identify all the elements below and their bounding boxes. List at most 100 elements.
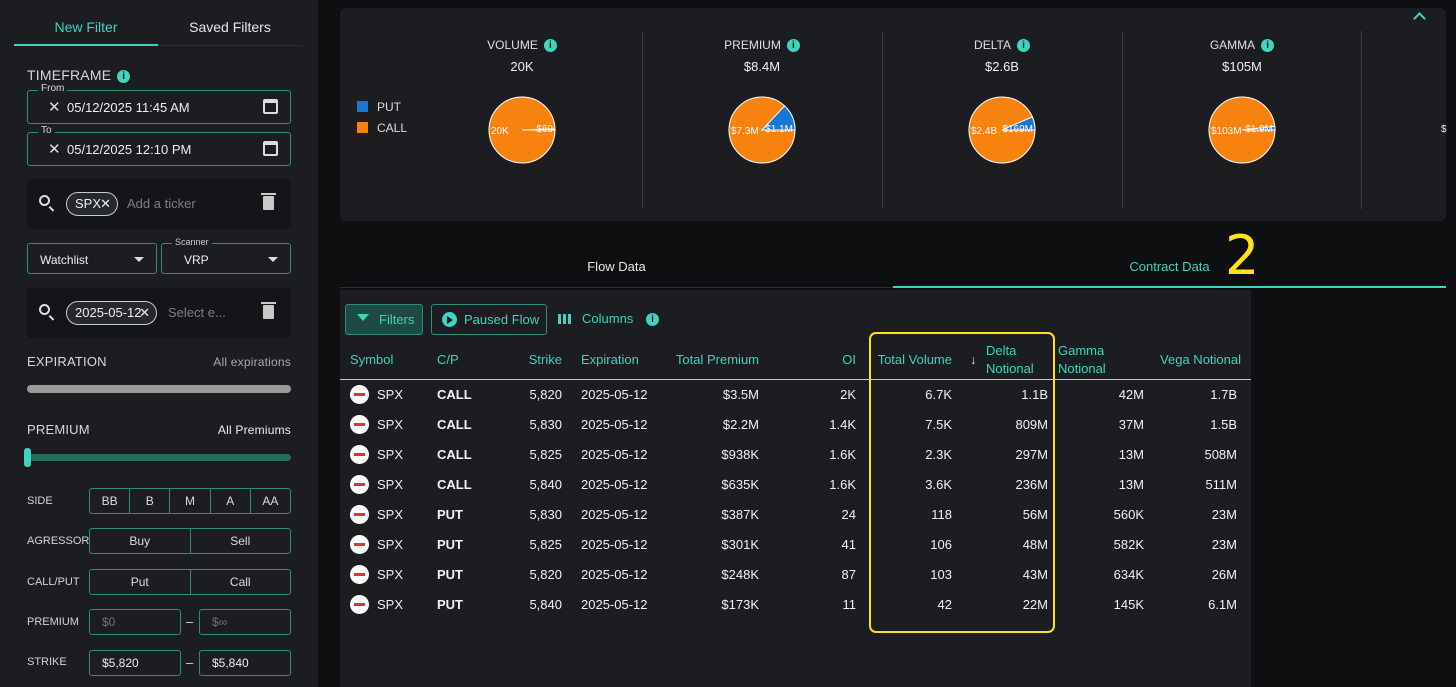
- table-row[interactable]: SPX PUT 5,825 2025-05-12 $301K 41 106 48…: [340, 530, 1251, 560]
- premium-max-input[interactable]: $∞: [199, 609, 291, 635]
- pie-slice-put: [1001, 116, 1036, 131]
- col-expiration[interactable]: Expiration: [581, 352, 639, 367]
- agressor-buy[interactable]: Buy: [90, 529, 191, 553]
- col-symbol[interactable]: Symbol: [350, 352, 394, 367]
- cell-total-volume: 103: [930, 567, 952, 582]
- cell-total-premium: $635K: [721, 477, 759, 492]
- side-option-b[interactable]: B: [130, 489, 171, 513]
- col-strike[interactable]: Strike: [528, 352, 562, 367]
- info-icon[interactable]: i: [117, 69, 131, 83]
- legend-label: CALL: [377, 121, 408, 135]
- info-icon[interactable]: i: [543, 39, 557, 53]
- to-date-field[interactable]: To ✕ 05/12/2025 12:10 PM: [27, 125, 291, 166]
- cell-total-premium: $173K: [721, 597, 759, 612]
- table-row[interactable]: SPX CALL 5,820 2025-05-12 $3.5M 2K 6.7K …: [340, 380, 1251, 410]
- premium-slider[interactable]: [24, 448, 291, 467]
- expiration-slider[interactable]: [27, 385, 291, 393]
- ticker-chip[interactable]: SPX ✕: [66, 192, 118, 216]
- expiry-chip[interactable]: 2025-05-12 ✕: [66, 301, 157, 325]
- clear-icon[interactable]: ✕: [48, 141, 61, 158]
- pie-label-call: $2.4B: [971, 126, 997, 137]
- col-cp[interactable]: C/P: [437, 352, 459, 367]
- calendar-icon[interactable]: [263, 141, 278, 156]
- slider-handle[interactable]: [24, 448, 31, 467]
- side-option-aa[interactable]: AA: [262, 494, 279, 508]
- watchlist-value: Watchlist: [40, 253, 89, 267]
- range-separator: –: [186, 614, 194, 629]
- side-option-bb[interactable]: BB: [90, 489, 131, 513]
- calendar-icon[interactable]: [263, 99, 278, 114]
- info-icon[interactable]: i: [786, 39, 800, 53]
- col-total-volume[interactable]: Total Volume: [877, 352, 952, 367]
- col-oi[interactable]: OI: [842, 352, 856, 367]
- legend-swatch: [357, 101, 368, 112]
- pie-total: $105M: [1222, 59, 1262, 74]
- cell-oi: 2K: [840, 387, 856, 402]
- header-divider: [340, 379, 1251, 380]
- paused-flow-button[interactable]: Paused Flow: [431, 304, 547, 335]
- cell-symbol: SPX: [377, 597, 404, 612]
- col-total-premium[interactable]: Total Premium: [675, 352, 759, 367]
- from-date-field[interactable]: From ✕ 05/12/2025 11:45 AM: [27, 83, 291, 124]
- columns-button[interactable]: Columns: [558, 304, 658, 335]
- collapse-chevron-icon[interactable]: [1413, 12, 1426, 25]
- filters-button[interactable]: Filters: [345, 304, 423, 335]
- info-icon[interactable]: i: [1261, 39, 1275, 53]
- clear-icon[interactable]: ✕: [48, 99, 61, 116]
- trash-icon[interactable]: [261, 302, 276, 319]
- from-label: From: [38, 83, 68, 94]
- cell-strike: 5,830: [529, 417, 562, 432]
- table-row[interactable]: SPX PUT 5,820 2025-05-12 $248K 87 103 43…: [340, 560, 1251, 590]
- sidebar-tabs: New Filter Saved Filters: [14, 8, 302, 46]
- trash-icon[interactable]: [261, 193, 276, 210]
- side-option-m[interactable]: M: [170, 489, 211, 513]
- info-icon[interactable]: i: [646, 313, 659, 326]
- table-row[interactable]: SPX PUT 5,830 2025-05-12 $387K 24 118 56…: [340, 500, 1251, 530]
- col-delta-notional[interactable]: Delta Notional: [986, 342, 1034, 378]
- tab-contract-data[interactable]: Contract Data: [893, 238, 1446, 288]
- pie-chart: 20K $69: [488, 96, 556, 164]
- remove-chip-icon[interactable]: ✕: [100, 196, 111, 211]
- scanner-select[interactable]: Scanner VRP: [161, 237, 291, 274]
- col-gamma-line1: Gamma: [1058, 343, 1105, 358]
- paused-flow-label: Paused Flow: [464, 312, 540, 327]
- to-label: To: [38, 125, 55, 136]
- to-date-value[interactable]: 05/12/2025 12:10 PM: [67, 142, 192, 157]
- strike-max-input[interactable]: $5,840: [199, 650, 291, 676]
- cell-oi: 1.4K: [829, 417, 856, 432]
- tab-new-filter[interactable]: New Filter: [14, 8, 158, 46]
- expiry-input[interactable]: Select e...: [168, 305, 226, 320]
- strike-min-input[interactable]: $5,820: [89, 650, 181, 676]
- watchlist-select[interactable]: Watchlist: [27, 243, 157, 274]
- col-vega-notional[interactable]: Vega Notional: [1160, 352, 1241, 367]
- table-row[interactable]: SPX PUT 5,840 2025-05-12 $173K 11 42 22M…: [340, 590, 1251, 620]
- cell-oi: 11: [842, 597, 857, 612]
- cell-gamma-notional: 37M: [1118, 417, 1144, 432]
- sort-desc-icon[interactable]: ↓: [970, 352, 977, 367]
- ticker-search-box: SPX ✕ Add a ticker: [27, 179, 291, 229]
- callput-call[interactable]: Call: [229, 575, 251, 589]
- cell-delta-notional: 809M: [1015, 417, 1048, 432]
- filter-sidebar: New Filter Saved Filters TIMEFRAME i From…: [0, 0, 318, 687]
- ticker-input[interactable]: Add a ticker: [127, 196, 196, 211]
- col-gamma-notional[interactable]: Gamma Notional: [1058, 342, 1106, 378]
- table-row[interactable]: SPX CALL 5,840 2025-05-12 $635K 1.6K 3.6…: [340, 470, 1251, 500]
- callput-put[interactable]: Put: [90, 570, 191, 594]
- cell-strike: 5,840: [529, 597, 562, 612]
- cell-total-premium: $938K: [721, 447, 759, 462]
- divider: [1122, 31, 1123, 209]
- agressor-sell[interactable]: Sell: [230, 534, 251, 548]
- remove-chip-icon[interactable]: ✕: [139, 305, 150, 320]
- cell-total-volume: 3.6K: [925, 477, 952, 492]
- pie-volume: VOLUME i 20K 20K $69: [402, 8, 642, 221]
- side-option-a[interactable]: A: [211, 489, 251, 513]
- tab-flow-data[interactable]: Flow Data: [587, 259, 646, 274]
- tab-saved-filters[interactable]: Saved Filters: [189, 19, 271, 35]
- from-date-value[interactable]: 05/12/2025 11:45 AM: [67, 100, 190, 115]
- spx-logo-icon: [350, 475, 369, 494]
- premium-min-input[interactable]: $0: [89, 609, 181, 635]
- search-icon: [39, 304, 50, 315]
- info-icon[interactable]: i: [1016, 39, 1030, 53]
- table-row[interactable]: SPX CALL 5,825 2025-05-12 $938K 1.6K 2.3…: [340, 440, 1251, 470]
- table-row[interactable]: SPX CALL 5,830 2025-05-12 $2.2M 1.4K 7.5…: [340, 410, 1251, 440]
